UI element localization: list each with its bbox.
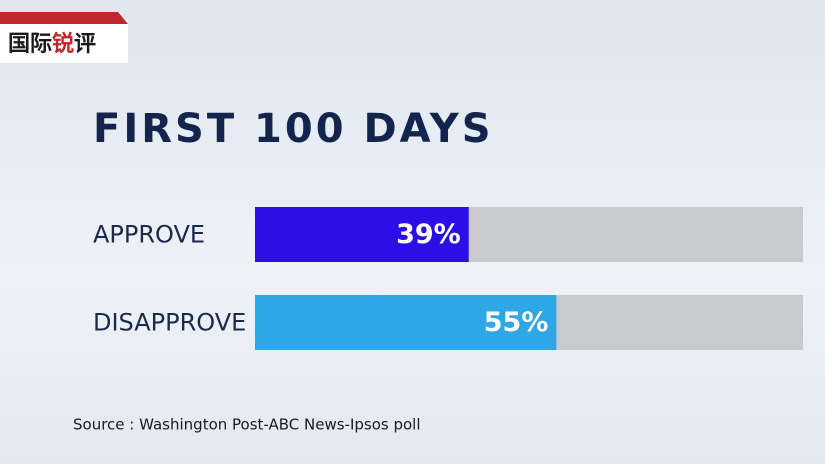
logo-stripe [0, 12, 128, 24]
bar [255, 207, 469, 262]
category-label: DISAPPROVE [93, 309, 246, 337]
source: Source : Washington Post-ABC News-Ipsos … [73, 416, 421, 434]
logo-text: 国际锐评 [8, 31, 96, 57]
chart-title: FIRST 100 DAYS [93, 106, 494, 152]
logo: 国际锐评 [0, 12, 128, 63]
value-label: 39% [396, 219, 461, 250]
logo-box [0, 20, 128, 63]
value-label: 55% [484, 307, 549, 338]
bar [255, 295, 557, 350]
category-label: APPROVE [93, 221, 205, 249]
